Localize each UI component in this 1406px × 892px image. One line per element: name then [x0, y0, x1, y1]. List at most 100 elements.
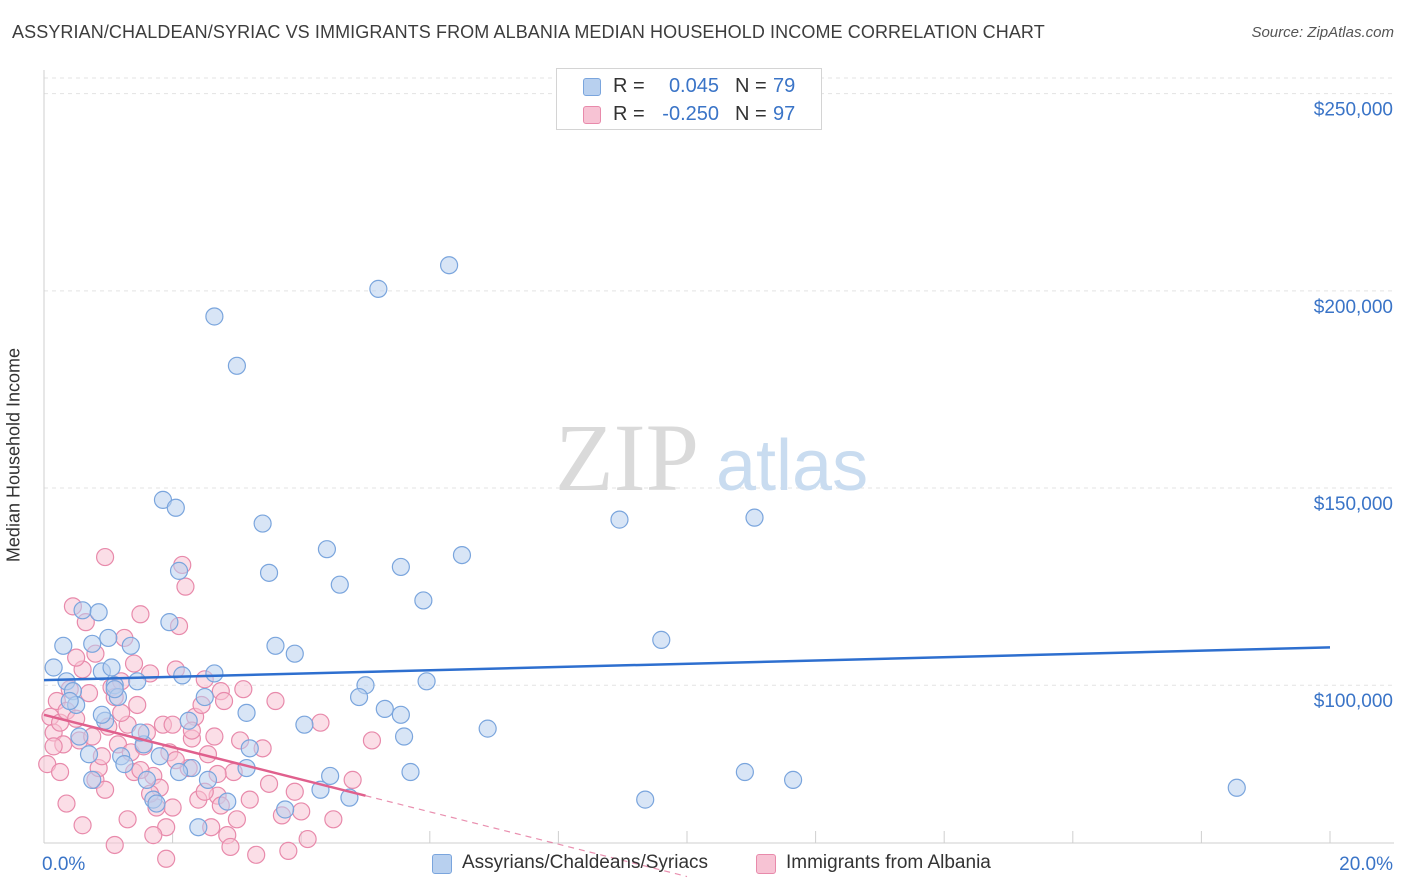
assyrian-point-42 [259, 563, 279, 582]
assyrian-point-41 [253, 514, 272, 533]
assyrian-point-26 [160, 613, 179, 632]
trend-line-albania-extension [365, 795, 688, 878]
albania-point-71 [298, 829, 317, 849]
legend-label-assyrian: Assyrians/Chaldeans/Syriacs [462, 852, 709, 873]
assyrian-point-43 [266, 636, 285, 655]
watermark: ZIP atlas [555, 404, 868, 511]
chart-title: ASSYRIAN/CHALDEAN/SYRIAC VS IMMIGRANTS F… [12, 22, 1045, 42]
albania-point-77 [73, 816, 92, 835]
trend-lines [43, 646, 1331, 878]
assyrian-point-60 [439, 256, 459, 275]
watermark-zip: ZIP [555, 404, 699, 511]
assyrian-point-64 [610, 510, 629, 529]
assyrian-point-19 [128, 672, 147, 691]
assyrian-point-56 [394, 727, 414, 746]
x-tick-label-1: 20.0% [1339, 854, 1393, 875]
assyrian-point-14 [79, 745, 99, 764]
legend-r-label: R = [613, 103, 645, 125]
assyrian-point-70 [1227, 778, 1246, 797]
assyrian-point-67 [735, 762, 754, 782]
legend-r-value: 0.045 [668, 75, 719, 97]
assyrian-point-38 [227, 356, 246, 375]
albania-point-62 [240, 790, 259, 809]
assyrian-point-10 [99, 628, 118, 648]
assyrian-point-63 [391, 557, 410, 577]
assyrian-point-65 [636, 790, 655, 809]
albania-point-28 [128, 695, 147, 715]
assyrian-point-71 [105, 680, 124, 699]
assyrian-point-78 [349, 687, 369, 707]
y-tick-label-1: $150,000 [1314, 494, 1393, 515]
assyrian-point-17 [115, 755, 134, 774]
albania-point-89 [50, 762, 70, 782]
assyrian-point-69 [783, 770, 803, 789]
albania-point-90 [67, 648, 86, 667]
legend-n-value: 79 [773, 75, 796, 97]
legend-row-albania: R = -0.250 N = 97 [557, 101, 821, 129]
y-tick-label-2: $200,000 [1314, 297, 1393, 318]
albania-point-61 [234, 680, 253, 699]
assyrian-point-18 [121, 636, 140, 655]
assyrian-point-37 [218, 792, 237, 811]
albania-point-52 [205, 727, 224, 746]
albania-point-94 [163, 715, 182, 734]
albania-point-92 [124, 654, 144, 673]
assyrian-point-49 [321, 766, 340, 786]
x-tick-label-0: 0.0% [42, 854, 85, 875]
series-assyrian-points [44, 256, 1246, 837]
assyrian-point-58 [414, 591, 433, 610]
assyrian-point-74 [240, 739, 259, 758]
assyrian-point-0 [44, 658, 63, 677]
assyrian-point-6 [83, 634, 102, 653]
tick-labels: $100,000 $150,000 $200,000 $250,000 0.0% 20.0… [42, 100, 1393, 875]
albania-point-91 [95, 547, 115, 567]
assyrian-point-45 [285, 644, 304, 663]
albania-point-18 [95, 780, 115, 799]
albania-point-80 [112, 703, 131, 722]
y-axis-label: Median Household Income [3, 347, 24, 563]
legend-swatch-blue [583, 78, 601, 96]
legend-swatch-pink [756, 854, 776, 874]
assyrian-point-36 [205, 307, 224, 326]
albania-point-75 [362, 731, 382, 750]
legend-swatch-blue [432, 854, 452, 874]
assyrian-point-62 [478, 719, 497, 738]
assyrian-point-24 [150, 747, 169, 766]
albania-point-55 [214, 691, 234, 711]
assyrian-point-53 [369, 279, 388, 298]
assyrian-point-15 [83, 770, 102, 789]
legend-swatch-pink [583, 106, 601, 124]
assyrian-point-23 [147, 794, 166, 813]
legend-row-assyrian: R = 0.045 N = 79 [557, 73, 821, 101]
albania-point-68 [279, 841, 298, 860]
assyrian-point-61 [452, 545, 472, 565]
assyrian-point-7 [89, 603, 108, 622]
assyrian-point-59 [417, 672, 436, 691]
assyrian-point-27 [166, 498, 185, 517]
trend-line-albania [43, 713, 366, 797]
albania-point-73 [324, 810, 343, 829]
assyrian-point-28 [169, 561, 189, 580]
source-credit: Source: ZipAtlas.com [1251, 24, 1394, 41]
assyrian-point-32 [189, 818, 208, 837]
assyrian-point-68 [745, 508, 764, 527]
assyrian-point-33 [195, 687, 214, 707]
legend-r-value: -0.250 [662, 103, 719, 125]
albania-point-70 [292, 802, 311, 821]
legend-n-label: N = [735, 75, 767, 97]
albania-point-69 [285, 782, 304, 801]
albania-point-76 [57, 794, 76, 813]
albania-point-66 [266, 691, 285, 711]
assyrian-point-44 [276, 800, 295, 819]
albania-point-59 [227, 810, 246, 829]
legend-label-albania: Immigrants from Albania [786, 852, 991, 873]
albania-point-29 [131, 605, 150, 624]
assyrian-point-46 [295, 715, 314, 734]
albania-point-81 [118, 810, 137, 829]
assyrian-point-21 [137, 770, 156, 789]
assyrian-point-34 [198, 770, 218, 789]
assyrian-point-40 [237, 703, 256, 722]
assyrian-point-1 [54, 636, 73, 655]
legend-n-label: N = [735, 103, 767, 125]
